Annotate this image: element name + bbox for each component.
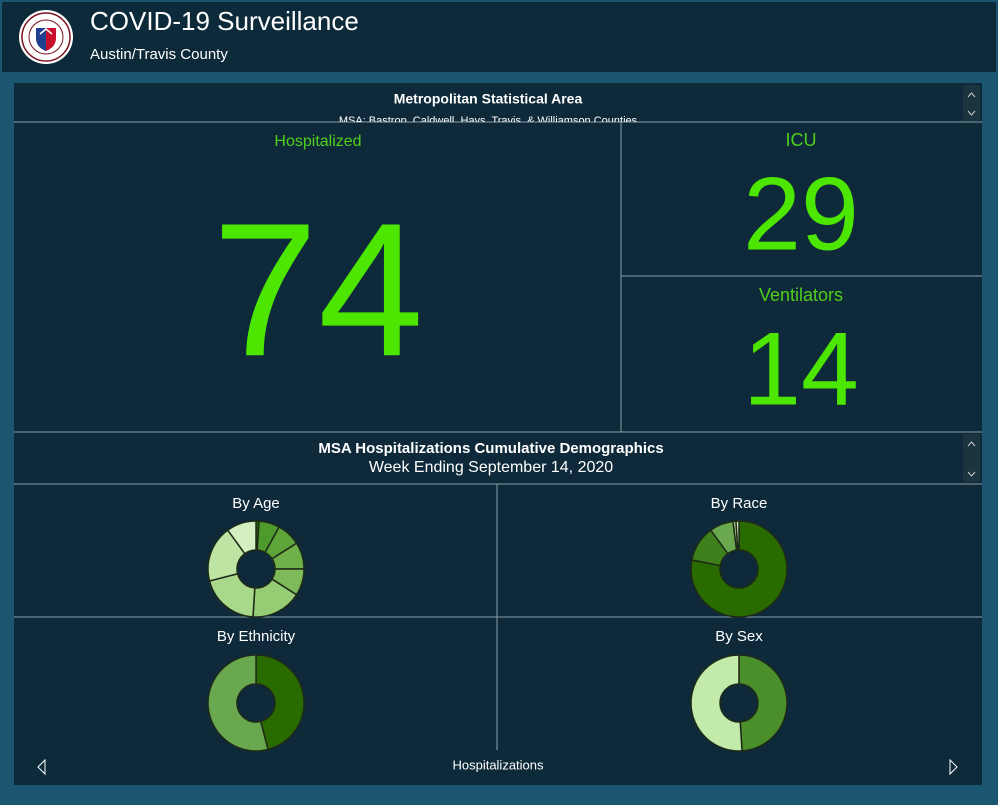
chart-title: By Race — [711, 495, 768, 512]
scrollbar[interactable] — [963, 85, 980, 121]
footer-bar — [26, 750, 970, 785]
panel-subtitle: MSA: Bastrop, Caldwell, Hays, Travis, & … — [339, 115, 638, 127]
header-bar — [2, 2, 996, 72]
donut-slice — [735, 520, 740, 551]
donut-slice — [207, 654, 269, 752]
donut-slice — [690, 520, 788, 618]
app-title: COVID-19 Surveillance — [90, 6, 359, 36]
donut-slice — [690, 654, 743, 752]
metric-value: 74 — [212, 184, 423, 396]
metric-label: ICU — [786, 130, 817, 150]
app-subtitle: Austin/Travis County — [90, 46, 228, 63]
content-panel — [14, 83, 982, 785]
next-button[interactable] — [949, 758, 958, 776]
donut-slice — [255, 654, 305, 751]
chart-title: By Sex — [715, 628, 763, 645]
donut-slice — [738, 654, 788, 752]
metric-value: 29 — [743, 156, 859, 272]
panel-title: Metropolitan Statistical Area — [394, 91, 583, 107]
metric-label: Ventilators — [759, 285, 843, 305]
footer-label: Hospitalizations — [452, 757, 544, 772]
chart-title: By Ethnicity — [217, 628, 296, 645]
metric-label: Hospitalized — [274, 133, 361, 150]
metric-value: 14 — [743, 311, 859, 427]
demographics-subtitle: Week Ending September 14, 2020 — [369, 459, 613, 476]
prev-button[interactable] — [37, 758, 46, 776]
donut-slice — [226, 520, 257, 555]
dividers — [14, 121, 982, 750]
demographics-title: MSA Hospitalizations Cumulative Demograp… — [318, 440, 663, 457]
chart-title: By Age — [232, 495, 280, 512]
logo — [19, 10, 73, 64]
scrollbar[interactable] — [963, 434, 980, 482]
